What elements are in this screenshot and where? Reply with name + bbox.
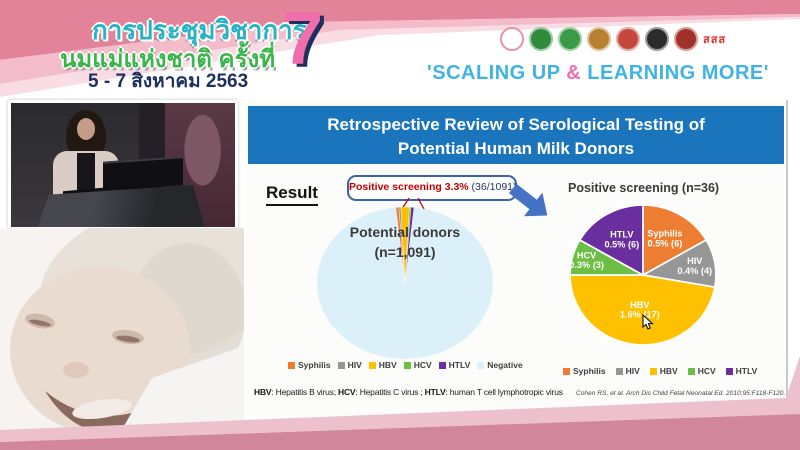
legend-label: Syphilis [298, 360, 331, 370]
footnote-segment: : Hepatitis B virus; [271, 387, 339, 397]
slide-title-bar: Retrospective Review of Serological Test… [248, 106, 784, 164]
slogan-part2: LEARNING MORE' [581, 62, 770, 84]
legend-label: Syphilis [573, 366, 606, 376]
thai-health-sss-logo: สสส [703, 34, 727, 46]
legend-item-negative: Negative [477, 360, 523, 370]
positive-screening-callout: Positive screening 3.3% (36/1091) [347, 175, 517, 201]
left-pie-caption-line1: Potential donors [349, 224, 461, 240]
royal-gold-emblem-logo [587, 27, 611, 51]
breastfeeding-foundation-logo [500, 27, 524, 51]
legend-swatch [288, 361, 295, 369]
legend-item-htlv: HTLV [725, 366, 758, 376]
royal-crown-emblem-logo [616, 27, 640, 51]
slide-title-line2: Potential Human Milk Donors [397, 138, 635, 158]
legend-swatch [403, 361, 411, 369]
positive-screening-pie-chart: Syphilis 0.5% (6) HIV 0.4% (4) HBV 1.6% (17) H… [570, 205, 716, 345]
legend-item-hbv: HBV [368, 360, 397, 370]
legend-item-syphilis: Syphilis [563, 366, 606, 376]
legend-label: HCV [413, 360, 432, 370]
legend-item-hcv: HCV [403, 360, 432, 370]
left-pie-legend: Syphilis HIV HBV HCV HTLV Negative [288, 360, 523, 370]
conference-slogan: 'SCALING UP & LEARNING MORE' [398, 62, 798, 85]
slide-title-line1: Retrospective Review of Serological Test… [327, 115, 705, 134]
right-pie-legend: Syphilis HIV HBV HCV HTLV [563, 366, 757, 376]
legend-swatch [615, 367, 623, 375]
legend-swatch [563, 367, 570, 375]
legend-swatch [477, 361, 485, 369]
potential-donors-pie-chart [317, 207, 493, 359]
callout-highlight: Positive screening 3.3% [349, 181, 469, 193]
legend-swatch [337, 361, 345, 369]
dark-red-emblem-logo [674, 27, 698, 51]
slide-right-divider [786, 100, 788, 412]
reference-citation: Cohen RS, et al. Arch Dis Child Fetal Ne… [576, 390, 786, 397]
legend-swatch [438, 361, 446, 369]
left-pie-caption: Potential donors (n=1,091) [321, 222, 489, 262]
legend-label: HTLV [448, 360, 471, 370]
legend-swatch [687, 367, 695, 375]
legend-label: HCV [697, 366, 716, 376]
sponsor-logo-row: สสส [500, 27, 726, 51]
legend-label: HBV [659, 366, 678, 376]
callout-detail: (36/1091) [468, 181, 517, 193]
presenter-video-feed[interactable] [8, 100, 238, 230]
legend-item-hbv: HBV [649, 366, 678, 376]
baby-background-image [0, 228, 244, 436]
footnote-segment: : human T cell lymphotropic virus [445, 387, 563, 397]
legend-swatch [649, 367, 657, 375]
abbreviation-footnote: HBV: Hepatitis B virus; HCV: Hepatitis C… [254, 387, 563, 397]
arrow-right-down-icon [508, 184, 548, 217]
edition-number: 7 [282, 0, 324, 80]
legend-item-htlv: HTLV [438, 360, 471, 370]
footnote-segment: HTLV [424, 387, 446, 397]
legend-item-hcv: HCV [687, 366, 716, 376]
conference-subtitle-thai: นมแม่แห่งชาติ ครั้งที่ [60, 46, 276, 73]
slogan-ampersand: & [566, 62, 582, 84]
legend-swatch [725, 367, 733, 375]
conference-title-thai: การประชุมวิชาการ [92, 15, 307, 45]
legend-label: Negative [487, 360, 523, 370]
black-society-emblem-logo [645, 27, 669, 51]
legend-item-syphilis: Syphilis [288, 360, 331, 370]
left-pie-caption-line2: (n=1,091) [374, 244, 436, 260]
header-pink-banner [0, 0, 800, 100]
footnote-segment: HBV [254, 387, 272, 397]
result-heading: Result [266, 183, 318, 206]
presentation-slide: Retrospective Review of Serological Test… [246, 100, 786, 416]
right-pie-title: Positive screening (n=36) [568, 181, 720, 195]
footnote-segment: : Hepatitis C virus ; [355, 387, 425, 397]
legend-label: HIV [347, 360, 362, 370]
legend-swatch [368, 361, 376, 369]
legend-item-hiv: HIV [337, 360, 362, 370]
conference-date: 5 - 7 สิงหาคม 2563 [88, 71, 249, 92]
green-health-logo-2 [558, 27, 582, 51]
presenter-face [77, 118, 95, 140]
legend-item-hiv: HIV [615, 366, 640, 376]
mouse-cursor [642, 314, 654, 330]
legend-label: HBV [378, 360, 397, 370]
slogan-part1: 'SCALING UP [426, 62, 567, 84]
green-health-logo-1 [529, 27, 553, 51]
footnote-segment: HCV [338, 387, 356, 397]
legend-label: HIV [625, 366, 640, 376]
presenter-vest [77, 153, 95, 195]
legend-label: HTLV [735, 366, 758, 376]
